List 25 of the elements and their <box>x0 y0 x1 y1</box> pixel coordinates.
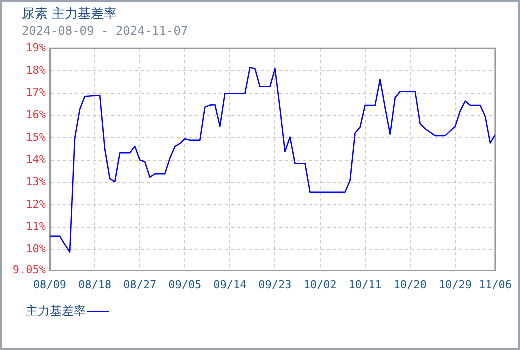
y-tick-label: 15% <box>26 130 46 144</box>
x-tick-label: 08/27 <box>124 278 157 292</box>
chart-title: 尿素 主力基差率 <box>22 6 118 23</box>
y-tick-label: 13% <box>26 175 46 188</box>
x-tick-label: 10/20 <box>394 278 427 292</box>
y-tick-label: 17% <box>26 86 46 100</box>
y-tick-label: 18% <box>26 64 46 77</box>
y-tick-label: 9.05% <box>12 264 46 277</box>
legend-label: 主力基差率 <box>26 303 86 320</box>
y-tick-label: 10% <box>26 242 46 256</box>
y-tick-label: 16% <box>26 108 46 122</box>
x-tick-label: 09/14 <box>214 278 248 292</box>
x-tick-label: 08/09 <box>33 278 67 292</box>
chart-subtitle: 2024-08-09 - 2024-11-07 <box>22 24 188 38</box>
x-tick-label: 10/29 <box>438 278 472 292</box>
x-tick-label: 11/06 <box>478 278 512 292</box>
x-tick-label: 08/18 <box>78 278 112 292</box>
x-tick-label: 10/02 <box>304 278 337 292</box>
y-tick-label: 12% <box>26 198 46 211</box>
y-tick-label: 19% <box>26 41 46 54</box>
x-tick-label: 09/05 <box>168 278 202 292</box>
y-tick-label: 11% <box>26 220 46 234</box>
x-tick-label: 09/23 <box>258 278 292 292</box>
y-tick-label: 14% <box>26 153 46 166</box>
x-tick-label: 10/11 <box>348 278 382 292</box>
